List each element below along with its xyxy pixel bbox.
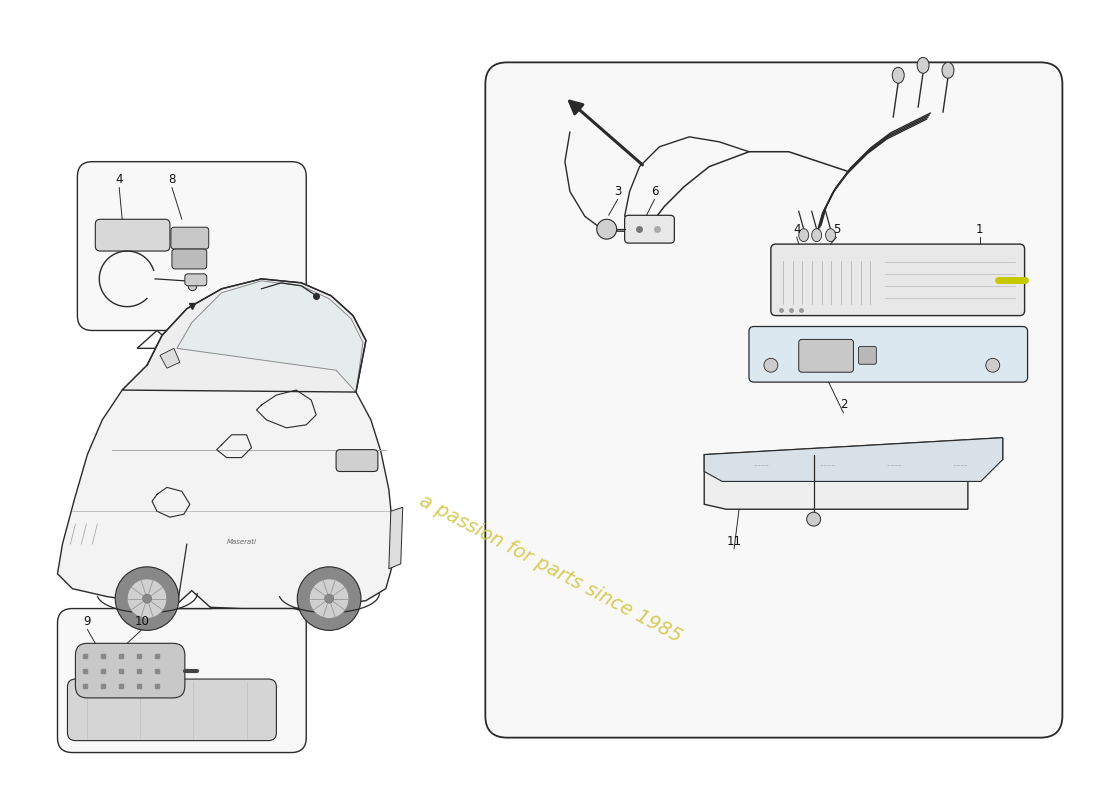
Text: 8: 8: [168, 173, 176, 186]
Text: 5: 5: [833, 222, 840, 236]
FancyBboxPatch shape: [96, 219, 169, 251]
Text: 11: 11: [727, 534, 741, 547]
Circle shape: [986, 358, 1000, 372]
FancyBboxPatch shape: [172, 249, 207, 269]
Circle shape: [597, 219, 617, 239]
Polygon shape: [122, 279, 366, 392]
FancyBboxPatch shape: [185, 274, 207, 286]
FancyBboxPatch shape: [749, 326, 1027, 382]
Polygon shape: [172, 590, 211, 609]
Text: 9: 9: [84, 615, 91, 628]
Text: 1: 1: [976, 222, 983, 236]
Polygon shape: [160, 348, 180, 368]
FancyBboxPatch shape: [799, 339, 854, 372]
Text: 10: 10: [134, 615, 150, 628]
FancyBboxPatch shape: [771, 244, 1024, 315]
FancyBboxPatch shape: [337, 450, 378, 471]
Text: 3: 3: [614, 185, 622, 198]
FancyBboxPatch shape: [858, 346, 877, 364]
Polygon shape: [57, 338, 393, 609]
Text: 4: 4: [793, 222, 801, 236]
Ellipse shape: [812, 229, 822, 242]
FancyBboxPatch shape: [625, 215, 674, 243]
Circle shape: [309, 579, 349, 618]
FancyBboxPatch shape: [170, 227, 209, 249]
Circle shape: [806, 512, 821, 526]
Ellipse shape: [942, 62, 954, 78]
Circle shape: [297, 567, 361, 630]
Circle shape: [116, 567, 179, 630]
FancyBboxPatch shape: [67, 679, 276, 741]
FancyBboxPatch shape: [57, 609, 306, 753]
Ellipse shape: [917, 58, 930, 74]
Text: 6: 6: [651, 185, 658, 198]
Circle shape: [763, 358, 778, 372]
Polygon shape: [177, 281, 363, 392]
Text: Maserati: Maserati: [227, 539, 256, 545]
Ellipse shape: [799, 229, 808, 242]
Text: a passion for parts since 1985: a passion for parts since 1985: [416, 491, 684, 646]
Ellipse shape: [892, 67, 904, 83]
FancyBboxPatch shape: [77, 162, 306, 330]
Circle shape: [143, 594, 152, 603]
Polygon shape: [704, 438, 1003, 482]
FancyBboxPatch shape: [485, 62, 1063, 738]
Text: 2: 2: [839, 398, 847, 411]
Circle shape: [128, 579, 167, 618]
Polygon shape: [138, 330, 177, 348]
Circle shape: [324, 594, 333, 603]
Polygon shape: [704, 438, 1003, 510]
Ellipse shape: [826, 229, 836, 242]
FancyBboxPatch shape: [76, 643, 185, 698]
Text: 4: 4: [116, 173, 123, 186]
Polygon shape: [388, 507, 403, 569]
